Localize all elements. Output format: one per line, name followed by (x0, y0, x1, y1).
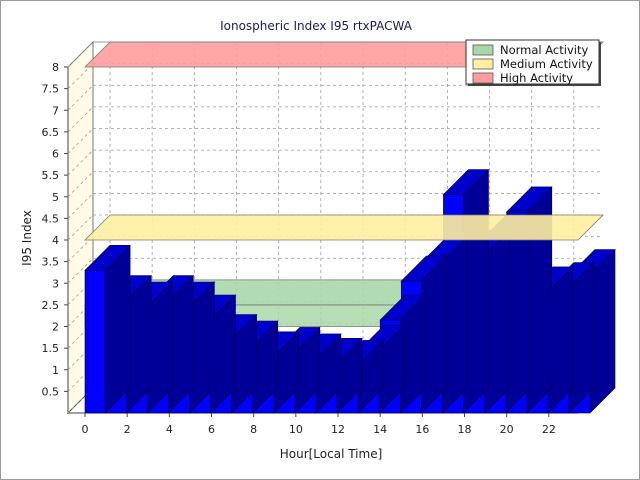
y-tick-label: 5.5 (42, 169, 60, 182)
y-tick-label: 7.5 (42, 83, 60, 96)
x-tick-label: 20 (500, 423, 514, 436)
x-axis-label: Hour[Local Time] (280, 447, 383, 461)
x-tick-labels: 0 2 4 6 8 10 12 14 16 18 20 22 (82, 413, 556, 436)
y-tick-label: 3.5 (42, 256, 60, 269)
x-tick-label: 10 (289, 423, 303, 436)
y-tick-label: 1 (52, 364, 59, 377)
y-tick-label: 1.5 (42, 342, 60, 355)
bar-front (84, 269, 106, 414)
legend-label: Medium Activity (500, 57, 593, 71)
x-tick-label: 14 (373, 423, 387, 436)
x-tick-label: 18 (458, 423, 472, 436)
y-tick-label: 7 (52, 104, 59, 117)
y-tick-label: 2.5 (42, 299, 60, 312)
legend-label: High Activity (500, 71, 573, 85)
bar (84, 244, 131, 414)
chart-title: Ionospheric Index I95 rtxPACWA (220, 19, 413, 33)
x-tick-label: 6 (208, 423, 215, 436)
y-tick-label: 8 (52, 61, 59, 74)
y-tick-label: 6.5 (42, 126, 60, 139)
x-tick-label: 8 (250, 423, 257, 436)
x-tick-label: 12 (331, 423, 345, 436)
y-tick-label: 5 (52, 191, 59, 204)
y-tick-label: 3 (52, 277, 59, 290)
band-medium-activity-top (84, 214, 604, 241)
y-tick-label: 4.5 (42, 212, 60, 225)
y-axis-label: I95 Index (20, 210, 34, 266)
bar-side (104, 244, 131, 414)
y-tick-labels: 0.5 1 1.5 2 2.5 3 3.5 4 4.5 5 5.5 6 6.5 7 7.5 8 (42, 61, 68, 398)
y-tick-label: 0.5 (42, 385, 60, 398)
bar-series (84, 168, 616, 414)
x-tick-label: 0 (82, 423, 89, 436)
y-tick-label: 6 (52, 148, 59, 161)
legend-swatch (472, 58, 494, 70)
x-tick-label: 4 (166, 423, 173, 436)
x-tick-label: 2 (124, 423, 131, 436)
y-tick-label: 2 (52, 321, 59, 334)
legend-swatch (472, 72, 494, 84)
x-tick-label: 16 (415, 423, 429, 436)
legend-label: Normal Activity (500, 43, 588, 57)
x-tick-label: 22 (542, 423, 556, 436)
y-tick-label: 4 (52, 234, 59, 247)
legend-swatch (472, 44, 494, 56)
